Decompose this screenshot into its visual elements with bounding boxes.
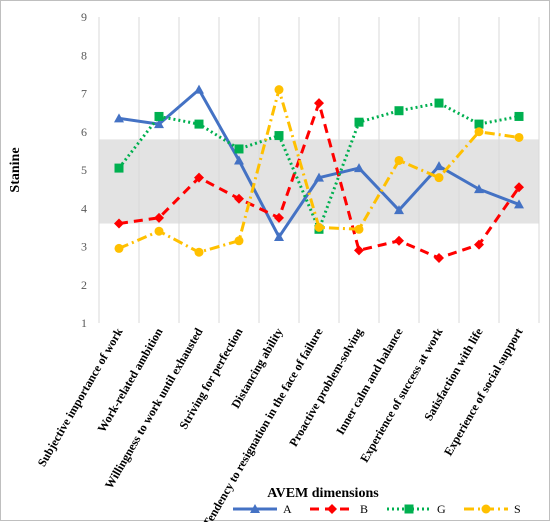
- data-point-S: [234, 236, 244, 246]
- data-point-S: [194, 247, 204, 257]
- data-point-G: [154, 111, 164, 121]
- x-tick-label: Experience of social support: [441, 326, 526, 459]
- data-point-B: [514, 182, 524, 193]
- data-point-G: [434, 98, 444, 108]
- data-point-B: [394, 235, 404, 246]
- data-point-G: [394, 106, 404, 116]
- data-point-A: [514, 199, 524, 209]
- data-point-A: [274, 231, 284, 241]
- data-point-G: [514, 111, 524, 121]
- data-point-B: [354, 245, 364, 256]
- y-tick-label: 1: [81, 316, 87, 330]
- legend-marker-G: [404, 504, 414, 514]
- data-point-B: [154, 212, 164, 223]
- data-point-A: [194, 84, 204, 94]
- legend-label-A: A: [283, 502, 292, 516]
- y-tick-label: 8: [81, 48, 87, 62]
- y-tick-label: 6: [81, 125, 87, 139]
- legend-label-G: G: [437, 502, 446, 516]
- data-point-B: [434, 252, 444, 263]
- data-point-A: [434, 161, 444, 171]
- data-point-B: [314, 98, 324, 109]
- legend-marker-B: [327, 504, 337, 514]
- data-point-B: [234, 193, 244, 204]
- data-point-A: [114, 113, 124, 123]
- data-point-S: [154, 226, 164, 236]
- legend-label-B: B: [360, 502, 368, 516]
- data-point-S: [114, 243, 124, 253]
- legend-marker-S: [481, 504, 491, 514]
- data-point-G: [354, 117, 364, 127]
- y-tick-label: 3: [81, 240, 87, 254]
- y-tick-label: 5: [81, 163, 87, 177]
- data-point-A: [354, 163, 364, 173]
- data-point-G: [234, 144, 244, 154]
- y-tick-label: 2: [81, 278, 87, 292]
- data-point-S: [474, 127, 484, 137]
- y-tick-label: 4: [81, 201, 87, 215]
- y-axis-title: Stanine: [8, 147, 23, 192]
- x-tick-label: Proactive problem-solving: [286, 326, 365, 450]
- data-point-S: [514, 132, 524, 142]
- data-point-A: [474, 184, 484, 194]
- legend-marker-A: [250, 504, 260, 513]
- y-tick-label: 7: [81, 87, 87, 101]
- data-point-G: [274, 131, 284, 141]
- data-point-B: [474, 239, 484, 250]
- data-point-S: [434, 173, 444, 183]
- data-point-G: [194, 119, 204, 129]
- data-point-A: [154, 119, 164, 129]
- data-point-A: [234, 155, 244, 165]
- data-point-S: [274, 85, 284, 95]
- data-point-B: [194, 172, 204, 183]
- data-point-A: [394, 205, 404, 215]
- data-point-B: [274, 212, 284, 223]
- data-point-G: [474, 119, 484, 129]
- data-point-S: [314, 222, 324, 232]
- data-point-G: [114, 163, 124, 173]
- y-tick-label: 9: [81, 10, 87, 24]
- data-point-B: [114, 218, 124, 229]
- data-point-A: [314, 172, 324, 182]
- data-point-S: [354, 224, 364, 234]
- x-axis-title: AVEM dimensions: [267, 486, 379, 501]
- legend-label-S: S: [514, 502, 521, 516]
- data-point-S: [394, 155, 404, 165]
